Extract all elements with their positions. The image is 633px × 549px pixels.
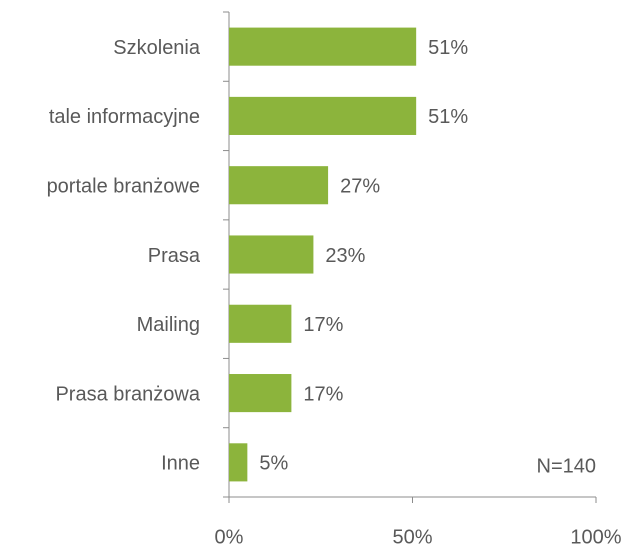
annotation: N=140 [537,455,597,477]
y-tick-label: Prasa [148,245,201,267]
data-label: 17% [303,383,343,405]
y-tick-label: tale informacyjne [49,106,200,128]
bar [229,27,417,66]
y-tick-label: Mailing [137,314,200,336]
data-label: 51% [428,106,468,128]
data-label: 23% [325,245,365,267]
bar [229,166,329,205]
bar [229,443,248,482]
data-label: 17% [303,314,343,336]
data-label: 51% [428,37,468,59]
data-label: 5% [259,453,288,475]
x-tick-label: 50% [392,526,432,548]
bar [229,235,314,274]
bar [229,374,292,413]
y-tick-label: Prasa branżowa [55,383,200,405]
bar [229,304,292,343]
bar [229,96,417,135]
data-label: 27% [340,175,380,197]
y-tick-label: portale branżowe [47,175,200,197]
x-tick-label: 100% [570,526,621,548]
x-tick-label: 0% [215,526,244,548]
y-tick-label: Szkolenia [113,37,201,59]
y-tick-label: Inne [161,453,200,475]
